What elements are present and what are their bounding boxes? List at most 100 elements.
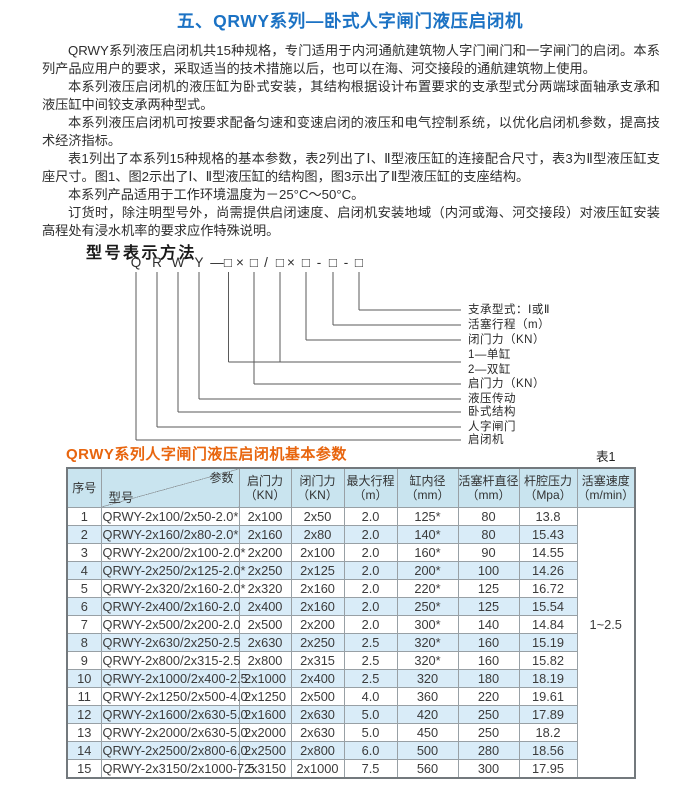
paragraph-2: 本系列液压启闭机的液压缸为卧式安装，其结构根据设计布置要求的支承型式分两端球面轴… <box>42 79 660 112</box>
cell-close-force: 2x800 <box>290 741 345 760</box>
col-header-speed: 活塞速度 （m/min） <box>576 467 636 508</box>
model-code-char: — <box>210 255 224 270</box>
model-code-char: × <box>236 255 244 270</box>
corner-model-label: 型号 <box>108 490 134 505</box>
diagram-label: 1—单缸 <box>468 349 511 361</box>
cell-stroke: 2.5 <box>343 669 398 688</box>
cell-model: QRWY-2x2500/2x800-6.0 <box>100 741 248 760</box>
parameters-table: 序号 参数 型号 启门力 （KN） 闭门力 （KN） 最大行程 （m） 缸内径 （mm） 活塞杆直径（… <box>66 467 636 779</box>
cell-seq: 7 <box>66 615 102 634</box>
diagram-label: 启门力（KN） <box>468 378 545 390</box>
cell-open-force: 2x800 <box>238 651 292 670</box>
diagram-connector-lines <box>135 272 461 441</box>
model-code-char: Y <box>194 255 204 270</box>
model-code-char: □ <box>249 255 259 270</box>
cell-open-force: 2x1600 <box>238 705 292 724</box>
cell-pressure: 19.61 <box>518 687 578 706</box>
paragraph-3: 本系列液压启闭机可按要求配备匀速和变速启闭的液压和电气控制系统，以优化启闭机参数… <box>42 115 660 148</box>
table-body: 1 QRWY-2x100/2x50-2.0* 2x100 2x50 2.0 125* 80 1… <box>66 507 636 779</box>
cell-close-force: 2x80 <box>290 525 345 544</box>
cell-rod-dia: 250 <box>457 705 520 724</box>
col-header-close-force: 闭门力 （KN） <box>290 467 345 508</box>
cell-open-force: 2x200 <box>238 543 292 562</box>
cell-stroke: 2.5 <box>343 651 398 670</box>
cell-seq: 10 <box>66 669 102 688</box>
cell-model: QRWY-2x250/2x125-2.0* <box>100 561 246 580</box>
cell-model: QRWY-2x630/2x250-2.5 <box>100 633 241 652</box>
cell-bore: 320 <box>396 669 459 688</box>
cell-rod-dia: 300 <box>457 759 520 779</box>
cell-close-force: 2x50 <box>290 507 345 526</box>
cell-pressure: 15.82 <box>518 651 578 670</box>
table-title: QRWY系列人字闸门液压启闭机基本参数 <box>66 446 347 463</box>
cell-model: QRWY-2x1250/2x500-4.0 <box>100 687 248 706</box>
cell-stroke: 7.5 <box>343 759 398 779</box>
cell-bore: 320* <box>396 633 459 652</box>
cell-pressure: 14.55 <box>518 543 578 562</box>
cell-stroke: 2.0 <box>343 507 398 526</box>
table-row: 14 QRWY-2x2500/2x800-6.0 2x2500 2x800 6.0 500… <box>66 741 635 760</box>
cell-close-force: 2x160 <box>290 579 345 598</box>
diagram-label: 闭门力（KN） <box>468 334 545 346</box>
cell-open-force: 2x1000 <box>238 669 292 688</box>
cell-pressure: 15.19 <box>518 633 578 652</box>
cell-stroke: 2.0 <box>343 543 398 562</box>
cell-open-force: 2x160 <box>238 525 292 544</box>
cell-pressure: 14.84 <box>518 615 578 634</box>
model-code-char: □ <box>328 255 338 270</box>
cell-pressure: 17.89 <box>518 705 578 724</box>
diagram-label: 支承型式：Ⅰ或Ⅱ <box>468 304 551 316</box>
corner-param-label: 参数 <box>209 471 234 485</box>
cell-close-force: 2x250 <box>290 633 345 652</box>
cell-bore: 250* <box>396 597 459 616</box>
table-row: 1 QRWY-2x100/2x50-2.0* 2x100 2x50 2.0 125* 80 1… <box>66 507 636 779</box>
cell-seq: 15 <box>66 759 102 779</box>
cell-seq: 5 <box>66 579 102 598</box>
cell-close-force: 2x500 <box>290 687 345 706</box>
model-code-char: × <box>287 255 295 270</box>
cell-model: QRWY-2x160/2x80-2.0* <box>100 525 240 544</box>
cell-rod-dia: 250 <box>457 723 520 742</box>
cell-close-force: 2x630 <box>290 723 345 742</box>
cell-rod-dia: 125 <box>457 579 520 598</box>
cell-close-force: 2x630 <box>290 705 345 724</box>
cell-open-force: 2x400 <box>238 597 292 616</box>
diagram-label: 液压传动 <box>468 393 516 405</box>
cell-open-force: 2x250 <box>238 561 292 580</box>
col-header-pressure: 杆腔压力 （Mpa） <box>518 467 578 508</box>
col-header-stroke: 最大行程 （m） <box>343 467 398 508</box>
paragraph-6: 订货时，除注明型号外，尚需提供启闭速度、启闭机安装地域（内河或海、河交接段）对液… <box>42 205 660 238</box>
cell-pressure: 17.95 <box>518 759 578 779</box>
model-code-char: - <box>316 255 322 270</box>
cell-seq: 13 <box>66 723 102 742</box>
cell-model: QRWY-2x500/2x200-2.0 <box>100 615 241 634</box>
cell-model: QRWY-2x100/2x50-2.0* <box>100 507 240 526</box>
cell-rod-dia: 160 <box>457 651 520 670</box>
model-code-char: □ <box>301 255 311 270</box>
cell-stroke: 2.5 <box>343 633 398 652</box>
cell-rod-dia: 140 <box>457 615 520 634</box>
cell-bore: 200* <box>396 561 459 580</box>
model-code-char: Q <box>130 255 142 270</box>
cell-close-force: 2x400 <box>290 669 345 688</box>
cell-stroke: 2.0 <box>343 525 398 544</box>
col-header-model-param: 参数型号 <box>100 467 240 508</box>
paragraph-4: 表1列出了本系列15种规格的基本参数，表2列出了Ⅰ、Ⅱ型液压缸的连接配合尺寸，表… <box>42 151 660 184</box>
cell-rod-dia: 280 <box>457 741 520 760</box>
table-row: 6 QRWY-2x400/2x160-2.0 2x400 2x160 2.0 250* 12… <box>66 597 635 616</box>
cell-pressure: 15.43 <box>518 525 578 544</box>
cell-seq: 9 <box>66 651 102 670</box>
cell-open-force: 2x500 <box>238 615 292 634</box>
cell-stroke: 4.0 <box>343 687 398 706</box>
table-row: 13 QRWY-2x2000/2x630-5.0 2x2000 2x630 5.0 450… <box>66 723 635 742</box>
cell-pressure: 18.2 <box>518 723 578 742</box>
diagram-label: 人字闸门 <box>468 421 516 433</box>
cell-seq: 6 <box>66 597 102 616</box>
cell-stroke: 5.0 <box>343 705 398 724</box>
cell-close-force: 2x160 <box>290 597 345 616</box>
cell-open-force: 2x320 <box>238 579 292 598</box>
table-row: 8 QRWY-2x630/2x250-2.5 2x630 2x250 2.5 320* 16… <box>66 633 635 652</box>
cell-model: QRWY-2x320/2x160-2.0* <box>100 579 246 598</box>
col-header-bore: 缸内径 （mm） <box>396 467 459 508</box>
table-row: 7 QRWY-2x500/2x200-2.0 2x500 2x200 2.0 300* 14… <box>66 615 635 634</box>
